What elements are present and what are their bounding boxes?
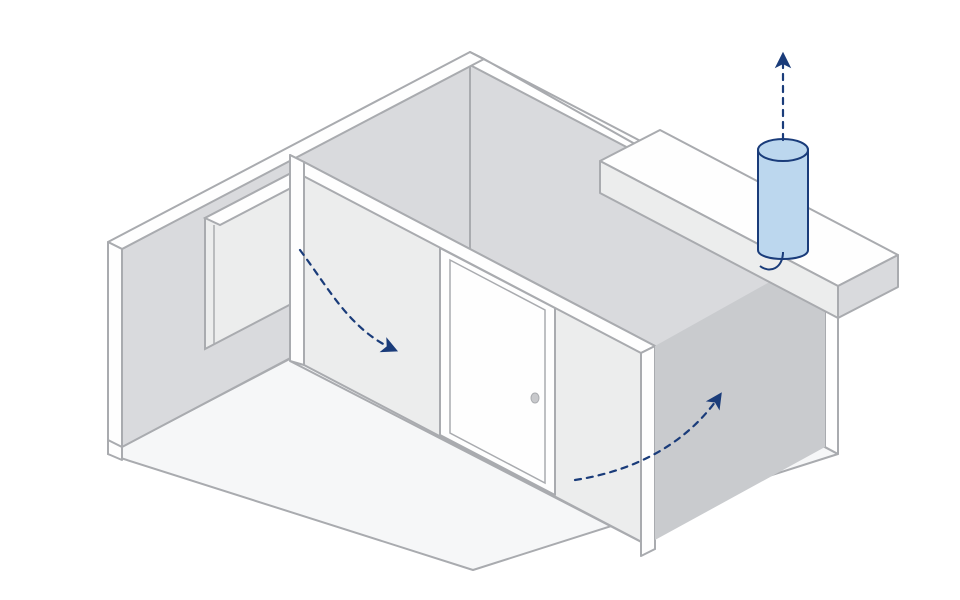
- exhaust-fan: [758, 139, 808, 270]
- door-handle-icon: [531, 393, 539, 403]
- ventilation-diagram: [0, 0, 960, 600]
- back-left-wall-outer: [108, 242, 122, 454]
